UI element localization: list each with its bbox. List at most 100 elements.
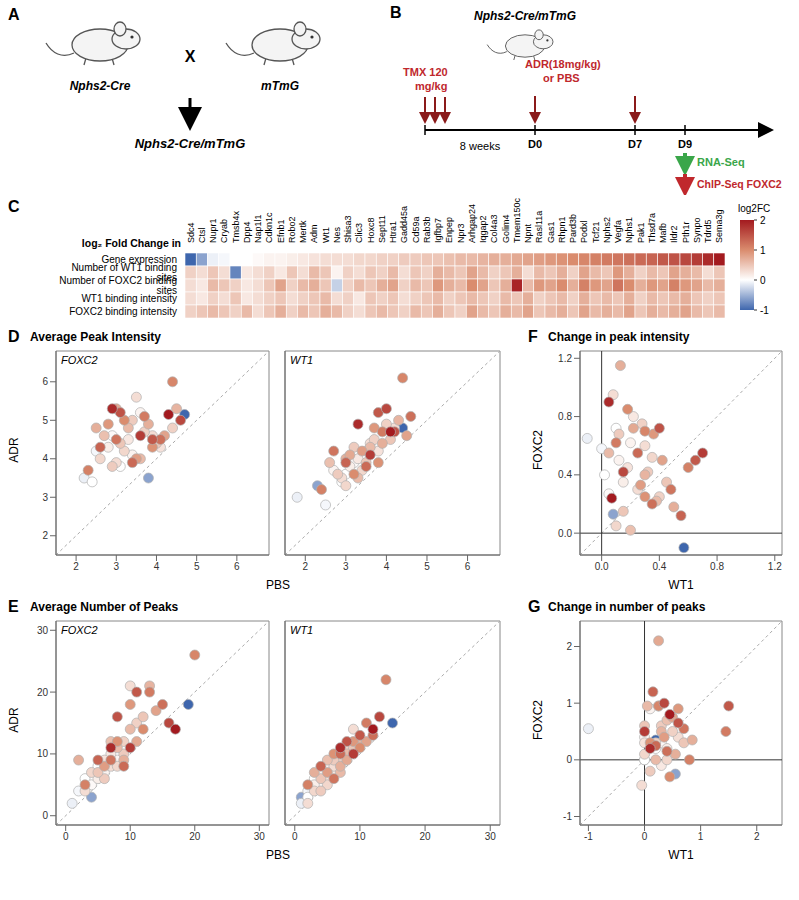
svg-text:Cd59a: Cd59a xyxy=(411,216,421,243)
svg-text:Robo2: Robo2 xyxy=(287,216,297,243)
svg-text:1.2: 1.2 xyxy=(768,561,782,572)
svg-text:Htra1: Htra1 xyxy=(388,221,398,243)
svg-text:Shisa3: Shisa3 xyxy=(343,215,353,243)
svg-text:1: 1 xyxy=(698,831,704,842)
svg-text:0: 0 xyxy=(760,275,766,286)
svg-text:Adm: Adm xyxy=(309,224,319,243)
svg-text:Iqgap2: Iqgap2 xyxy=(478,215,488,243)
svg-text:30: 30 xyxy=(254,831,266,842)
svg-text:30: 30 xyxy=(37,625,49,636)
svg-text:D9: D9 xyxy=(678,138,692,150)
svg-text:Sdc4: Sdc4 xyxy=(186,222,196,243)
svg-text:Cryab: Cryab xyxy=(219,219,229,243)
svg-text:0: 0 xyxy=(642,831,648,842)
svg-text:X: X xyxy=(185,48,196,65)
svg-text:mTmG: mTmG xyxy=(261,79,299,93)
svg-text:2: 2 xyxy=(760,215,766,226)
svg-text:0.8: 0.8 xyxy=(558,411,572,422)
svg-text:4: 4 xyxy=(42,453,48,464)
svg-text:10: 10 xyxy=(125,831,137,842)
svg-text:-1: -1 xyxy=(584,831,593,842)
svg-text:Golim4: Golim4 xyxy=(501,214,511,243)
svg-text:2: 2 xyxy=(73,561,79,572)
svg-text:Nap1l1: Nap1l1 xyxy=(253,214,263,243)
svg-text:A: A xyxy=(8,6,20,23)
svg-text:B: B xyxy=(390,4,402,21)
svg-text:Nphs1: Nphs1 xyxy=(624,217,634,243)
svg-text:3: 3 xyxy=(343,561,349,572)
svg-text:Cdkn1c: Cdkn1c xyxy=(264,212,274,243)
svg-text:Ildr2: Ildr2 xyxy=(669,225,679,243)
svg-text:1: 1 xyxy=(760,245,766,256)
svg-text:5: 5 xyxy=(42,415,48,426)
svg-text:0.0: 0.0 xyxy=(595,561,609,572)
svg-text:Tmsb4x: Tmsb4x xyxy=(231,210,241,243)
svg-text:6: 6 xyxy=(42,376,48,387)
svg-text:Mertk: Mertk xyxy=(298,220,308,243)
svg-text:0.4: 0.4 xyxy=(558,469,572,480)
svg-text:Rab3b: Rab3b xyxy=(422,216,432,243)
svg-text:Nphs2-Cre/mTmG: Nphs2-Cre/mTmG xyxy=(474,9,576,23)
svg-text:0: 0 xyxy=(42,810,48,821)
svg-text:Hoxc8: Hoxc8 xyxy=(366,217,376,243)
svg-text:30: 30 xyxy=(485,831,497,842)
svg-text:0.0: 0.0 xyxy=(558,528,572,539)
svg-text:Gadd45a: Gadd45a xyxy=(399,206,409,243)
svg-text:Nphs2: Nphs2 xyxy=(602,217,612,243)
svg-text:20: 20 xyxy=(420,831,432,842)
svg-text:-1: -1 xyxy=(760,305,769,316)
svg-text:FOXC2: FOXC2 xyxy=(531,430,545,470)
svg-text:Nes: Nes xyxy=(332,226,342,243)
svg-text:mg/kg: mg/kg xyxy=(415,80,447,92)
svg-text:Podxl: Podxl xyxy=(579,220,589,243)
svg-text:FOXC2: FOXC2 xyxy=(531,700,545,740)
svg-text:Sema3g: Sema3g xyxy=(714,209,724,243)
svg-text:1: 1 xyxy=(566,698,572,709)
svg-text:ADR: ADR xyxy=(7,707,21,733)
svg-text:Enpep: Enpep xyxy=(444,217,454,243)
svg-text:20: 20 xyxy=(189,831,201,842)
svg-text:5: 5 xyxy=(194,561,200,572)
svg-text:Nupr1: Nupr1 xyxy=(208,218,218,243)
svg-text:ADR(18mg/kg): ADR(18mg/kg) xyxy=(525,58,601,70)
svg-text:FOXC2 binding intensity: FOXC2 binding intensity xyxy=(69,306,177,317)
svg-text:0.4: 0.4 xyxy=(652,561,666,572)
svg-text:3: 3 xyxy=(114,561,120,572)
svg-text:Tcf21: Tcf21 xyxy=(591,221,601,243)
svg-text:1.2: 1.2 xyxy=(558,353,572,364)
svg-text:Sept11: Sept11 xyxy=(377,215,387,243)
svg-text:Wt1: Wt1 xyxy=(321,227,331,243)
svg-text:Rasl11a: Rasl11a xyxy=(534,211,544,243)
svg-text:Efnb1: Efnb1 xyxy=(276,219,286,243)
svg-text:Npr3: Npr3 xyxy=(456,223,466,243)
svg-text:RNA-Seq: RNA-Seq xyxy=(697,156,745,168)
svg-text:Rhpn1: Rhpn1 xyxy=(557,216,567,243)
svg-text:Tdrd5: Tdrd5 xyxy=(703,219,713,243)
svg-text:Pard3b: Pard3b xyxy=(568,214,578,243)
svg-text:log2FC: log2FC xyxy=(738,203,770,214)
svg-text:4: 4 xyxy=(154,561,160,572)
svg-text:Igfbp7: Igfbp7 xyxy=(433,218,443,243)
svg-text:-1: -1 xyxy=(563,811,572,822)
svg-text:Thsd7a: Thsd7a xyxy=(647,213,657,243)
svg-text:Nphs2-Cre/mTmG: Nphs2-Cre/mTmG xyxy=(135,136,246,151)
svg-text:TMX 120: TMX 120 xyxy=(403,66,448,78)
svg-text:ChIP-Seq FOXC2: ChIP-Seq FOXC2 xyxy=(697,178,782,190)
svg-text:WT1 binding intensity: WT1 binding intensity xyxy=(81,293,177,304)
svg-text:3: 3 xyxy=(42,492,48,503)
svg-text:4: 4 xyxy=(384,561,390,572)
svg-text:Gas1: Gas1 xyxy=(546,221,556,243)
svg-text:Pth1r: Pth1r xyxy=(681,221,691,243)
svg-text:Col4a3: Col4a3 xyxy=(489,214,499,243)
svg-text:2: 2 xyxy=(754,831,760,842)
svg-text:Dpp4: Dpp4 xyxy=(242,221,252,243)
svg-text:Synpo: Synpo xyxy=(692,217,702,243)
svg-text:Tmem150c: Tmem150c xyxy=(512,198,522,243)
svg-text:6: 6 xyxy=(234,561,240,572)
svg-text:D0: D0 xyxy=(528,138,542,150)
svg-text:10: 10 xyxy=(354,831,366,842)
svg-text:Npnt: Npnt xyxy=(523,223,533,243)
svg-text:Ctsl: Ctsl xyxy=(197,228,207,244)
svg-text:Vegfa: Vegfa xyxy=(613,220,623,243)
svg-text:20: 20 xyxy=(37,687,49,698)
